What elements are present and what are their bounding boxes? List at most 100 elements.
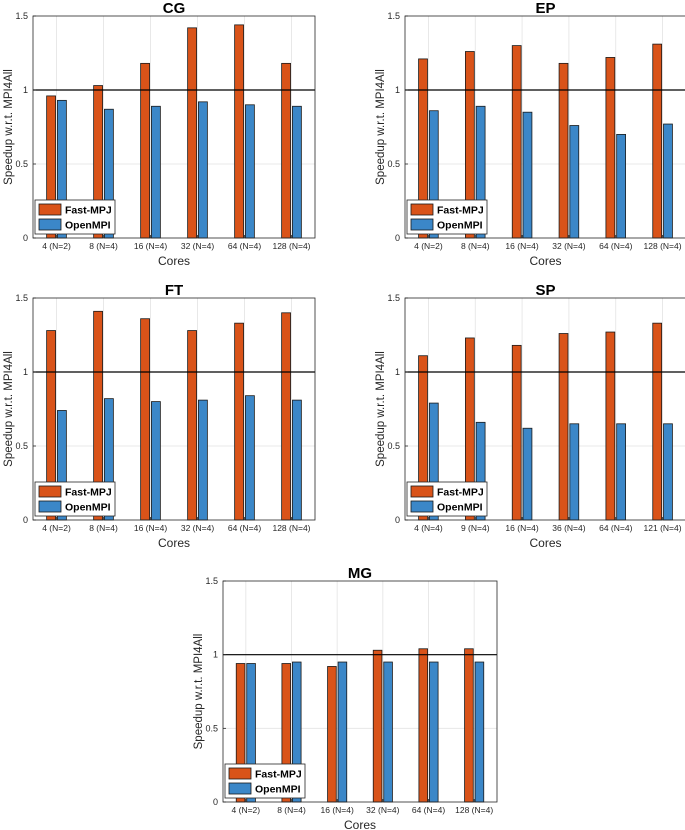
axes-box [404, 15, 685, 239]
x-tick-label: 64 (N=4) [599, 523, 632, 533]
chart-cg: 0 0.5 1 1.5 4 (N=2) 8 (N=4) 16 (N=4) 32 (N=4) 64… [3, 0, 316, 268]
legend-swatch-fast-mpj [38, 203, 62, 216]
legend-swatch-openmpi [38, 500, 62, 513]
x-tick-label: 9 (N=4) [461, 523, 490, 533]
x-tick-label: 16 (N=4) [505, 523, 538, 533]
legend-swatch-openmpi [410, 500, 434, 513]
bar-openmpi-cg-4 [245, 104, 255, 239]
x-axis-label: Cores [344, 818, 376, 830]
chart-sp: 0 0.5 1 1.5 4 (N=4) 9 (N=4) 16 (N=4) 36 (N=4) 64… [375, 282, 685, 550]
chart-mg: 0 0.5 1 1.5 4 (N=2) 8 (N=4) 16 (N=4) 32 (N=4) 64… [193, 565, 498, 830]
chart-title: MG [348, 565, 372, 582]
x-tick-label: 64 (N=4) [228, 241, 261, 251]
x-tick-label: 4 (N=2) [414, 241, 443, 251]
y-tick-label: 0 [395, 515, 400, 525]
bar-openmpi-mg-2 [337, 661, 348, 803]
x-tick-label: 8 (N=4) [277, 805, 306, 815]
chart-title: SP [535, 282, 555, 299]
y-axis-label: Speedup w.r.t. MPI4All [375, 69, 387, 185]
legend-label-openmpi: OpenMPI [437, 502, 483, 514]
chart-title: CG [163, 0, 186, 17]
bar-fast-mpj-mg-2 [327, 666, 337, 803]
bar-openmpi-ep-2 [522, 111, 533, 239]
bar-fast-mpj-sp-5 [652, 322, 663, 521]
bar-openmpi-sp-4 [616, 423, 626, 521]
bar-openmpi-mg-5 [474, 661, 485, 803]
legend-swatch-fast-mpj [410, 485, 434, 498]
legend-label-openmpi: OpenMPI [255, 784, 301, 796]
bar-fast-mpj-ep-2 [511, 45, 522, 239]
y-tick-label: 0.5 [15, 159, 28, 169]
axes-box [32, 15, 316, 239]
x-tick-label: 8 (N=4) [89, 523, 118, 533]
y-tick-label: 0 [395, 233, 400, 243]
chart-title: FT [165, 282, 183, 299]
bar-openmpi-ft-2 [151, 401, 161, 521]
bar-openmpi-ft-5 [292, 399, 302, 521]
y-tick-label: 1.5 [205, 576, 218, 586]
x-tick-label: 4 (N=2) [42, 241, 71, 251]
x-tick-label: 16 (N=4) [505, 241, 538, 251]
legend-label-fast-mpj: Fast-MPJ [437, 205, 484, 217]
y-tick-label: 0 [213, 797, 218, 807]
y-tick-label: 0.5 [15, 441, 28, 451]
x-tick-label: 128 (N=4) [644, 241, 682, 251]
y-tick-label: 1.5 [387, 293, 400, 303]
bar-openmpi-sp-2 [522, 427, 533, 521]
bar-fast-mpj-mg-4 [418, 648, 428, 803]
bar-fast-mpj-sp-4 [605, 331, 616, 521]
legend-label-fast-mpj: Fast-MPJ [65, 205, 112, 217]
x-axis-label: Cores [529, 254, 561, 268]
x-tick-label: 64 (N=4) [412, 805, 445, 815]
x-tick-label: 121 (N=4) [644, 523, 682, 533]
bar-fast-mpj-cg-3 [187, 27, 197, 239]
y-tick-label: 1 [395, 367, 400, 377]
x-tick-label: 32 (N=4) [181, 241, 214, 251]
y-tick-label: 1 [213, 650, 218, 660]
x-tick-label: 4 (N=2) [232, 805, 261, 815]
axes-box [404, 297, 685, 521]
x-tick-label: 16 (N=4) [134, 241, 167, 251]
bar-fast-mpj-mg-3 [372, 649, 383, 803]
bar-fast-mpj-sp-3 [558, 333, 569, 521]
y-tick-label: 0.5 [205, 723, 218, 733]
x-tick-label: 16 (N=4) [134, 523, 167, 533]
x-axis-label: Cores [529, 536, 561, 550]
legend-label-openmpi: OpenMPI [437, 220, 483, 232]
x-tick-label: 128 (N=4) [455, 805, 493, 815]
x-axis-label: Cores [158, 254, 190, 268]
legend-swatch-openmpi [38, 218, 62, 231]
y-tick-label: 1 [395, 85, 400, 95]
bar-openmpi-ep-4 [616, 133, 626, 239]
bar-openmpi-cg-3 [198, 101, 208, 239]
y-axis-label: Speedup w.r.t. MPI4All [375, 351, 387, 467]
y-tick-label: 1 [23, 367, 28, 377]
x-tick-label: 8 (N=4) [461, 241, 490, 251]
bar-fast-mpj-ft-5 [281, 312, 291, 521]
y-tick-label: 1.5 [15, 11, 28, 21]
y-axis-label: Speedup w.r.t. MPI4All [193, 634, 205, 750]
legend-label-fast-mpj: Fast-MPJ [255, 769, 302, 781]
bar-openmpi-cg-2 [151, 105, 161, 239]
x-tick-label: 8 (N=4) [89, 241, 118, 251]
y-tick-label: 1.5 [15, 293, 28, 303]
axes-box [32, 297, 316, 521]
bar-fast-mpj-ep-5 [652, 43, 663, 239]
bar-fast-mpj-cg-4 [234, 24, 244, 239]
bar-openmpi-ft-4 [245, 395, 255, 521]
x-tick-label: 16 (N=4) [321, 805, 354, 815]
legend-label-openmpi: OpenMPI [65, 220, 111, 232]
x-tick-label: 128 (N=4) [272, 241, 310, 251]
bar-openmpi-ft-3 [198, 399, 208, 521]
chart-ft: 0 0.5 1 1.5 4 (N=2) 8 (N=4) 16 (N=4) 32 (N=4) 64… [3, 282, 316, 550]
y-tick-label: 0 [23, 233, 28, 243]
x-tick-label: 32 (N=4) [366, 805, 399, 815]
x-tick-label: 64 (N=4) [228, 523, 261, 533]
chart-ep: 0 0.5 1 1.5 4 (N=2) 8 (N=4) 16 (N=4) 32 (N=4) 64… [375, 0, 685, 268]
bar-fast-mpj-ep-4 [605, 57, 616, 239]
bar-openmpi-sp-3 [569, 423, 580, 521]
y-axis-label: Speedup w.r.t. MPI4All [3, 69, 15, 185]
x-tick-label: 32 (N=4) [552, 241, 585, 251]
x-tick-label: 36 (N=4) [552, 523, 585, 533]
